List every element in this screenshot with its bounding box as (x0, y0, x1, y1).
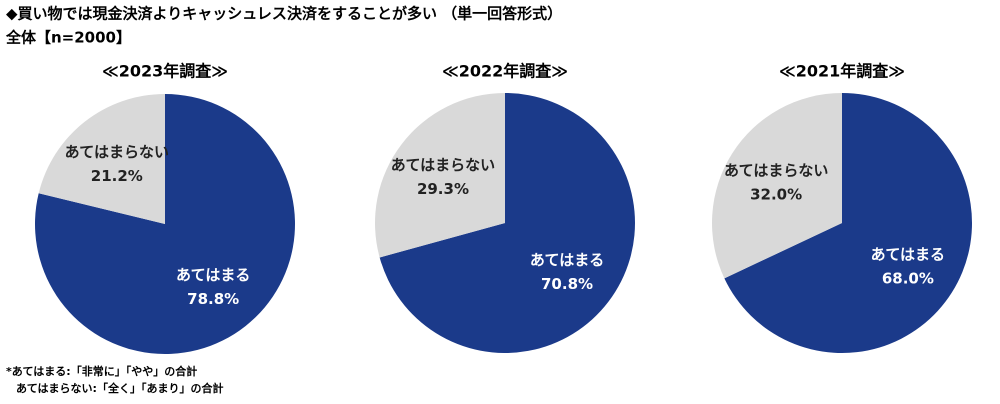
footnote: あてはまらない:「全く」「あまり」の合計 (16, 381, 223, 395)
slice-category: あてはまらない (724, 162, 828, 180)
pie-title: ≪2021年調査≫ (779, 62, 905, 81)
slice-category: あてはまる (530, 251, 604, 269)
pie-slice (712, 93, 842, 279)
pie-slice (375, 93, 505, 258)
pie-slice (38, 94, 165, 224)
slice-category: あてはまらない (65, 143, 169, 161)
slice-value: 21.2% (91, 167, 143, 185)
slice-value: 70.8% (541, 275, 593, 293)
pie-slice (379, 93, 635, 354)
slice-category: あてはまる (871, 245, 945, 263)
slice-category: あてはまらない (391, 156, 495, 174)
slice-value: 68.0% (882, 269, 934, 287)
page-title: ◆買い物では現金決済よりキャッシュレス決済をすることが多い （単一回答形式） (6, 5, 562, 23)
page-subtitle: 全体【n=2000】 (5, 29, 131, 47)
slice-value: 29.3% (417, 180, 469, 198)
slice-value: 78.8% (187, 290, 239, 308)
slice-value: 32.0% (750, 186, 802, 204)
pie-title: ≪2022年調査≫ (442, 62, 568, 81)
pie-slice (724, 93, 972, 353)
pie-slice (34, 94, 295, 355)
slice-category: あてはまる (176, 266, 250, 284)
pie-title: ≪2023年調査≫ (102, 62, 228, 81)
footnote: *あてはまる:「非常に」「やや」の合計 (6, 364, 197, 378)
